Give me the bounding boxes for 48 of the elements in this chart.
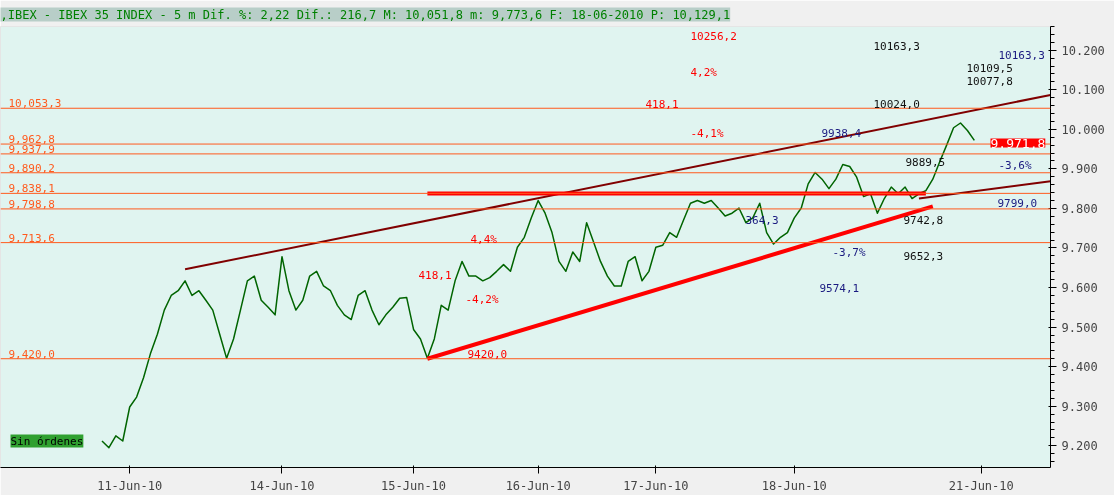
x-tick-label: 17-Jun-10 — [623, 478, 689, 493]
y-tick-label: 9.200 — [1061, 439, 1098, 454]
annotation: 9420,0 — [467, 347, 508, 361]
ref-line-label: 9,420,0 — [8, 347, 55, 361]
x-tick-label: 14-Jun-10 — [249, 478, 315, 493]
annotation: 418,1 — [645, 97, 679, 111]
annotation: 10109,5 — [966, 61, 1013, 75]
annotation: 9799,0 — [997, 196, 1038, 210]
annotation: 10163,3 — [998, 48, 1045, 62]
annotation: 9574,1 — [819, 281, 860, 295]
y-tick-label: 9.400 — [1061, 360, 1098, 375]
annotation: 4,2% — [690, 65, 718, 79]
y-tick-label: 10.200 — [1061, 43, 1105, 58]
x-tick-label: 15-Jun-10 — [381, 478, 447, 493]
annotation: -3,7% — [832, 245, 866, 259]
annotation: 10077,8 — [966, 74, 1013, 88]
x-tick-label: 21-Jun-10 — [948, 478, 1014, 493]
annotation: 418,1 — [418, 268, 452, 282]
annotation: -4,1% — [690, 126, 724, 140]
annotation: -4,2% — [465, 292, 499, 306]
chart-title: ,IBEX - IBEX 35 INDEX - 5 m Dif. %: 2,22 Dif.: 216,7 M: 10,051,8 m: 9,773,6 F: 18-06-2010 P: 10,129,1 — [0, 7, 731, 22]
annotation: 9652,3 — [903, 249, 944, 263]
x-tick-label: 18-Jun-10 — [761, 478, 827, 493]
y-tick-label: 9.500 — [1061, 320, 1098, 335]
ref-line-label: 10,053,3 — [8, 97, 62, 111]
ref-line-label: 9,838,1 — [8, 182, 55, 196]
y-tick-label: 9.900 — [1061, 162, 1098, 177]
ref-line-label: 9,798,8 — [8, 197, 55, 211]
annotation: 10024,0 — [873, 97, 920, 111]
text: Sin órdenes — [10, 434, 84, 448]
x-tick-label: 16-Jun-10 — [505, 478, 571, 493]
y-tick-label: 10.000 — [1061, 122, 1105, 137]
y-tick-label: 9.700 — [1061, 241, 1098, 256]
y-tick-label: 9.800 — [1061, 201, 1098, 216]
ref-line-label: 9,890,2 — [8, 161, 55, 175]
annotation: 9938,4 — [821, 126, 862, 140]
annotation: 10256,2 — [690, 29, 737, 43]
ref-line-label: 9,713,6 — [8, 231, 55, 245]
x-tick-label: 11-Jun-10 — [97, 478, 163, 493]
y-tick-label: 9.600 — [1061, 281, 1098, 296]
annotation: 9.971,8 — [990, 135, 1046, 151]
y-tick-label: 9.300 — [1061, 399, 1098, 414]
annotation: -3,6% — [998, 158, 1032, 172]
annotation: 9742,8 — [903, 213, 944, 227]
y-tick-label: 10.100 — [1061, 83, 1105, 98]
annotation: 4,4% — [470, 232, 498, 246]
annotation: 10163,3 — [873, 39, 920, 53]
line-series — [101, 122, 976, 449]
